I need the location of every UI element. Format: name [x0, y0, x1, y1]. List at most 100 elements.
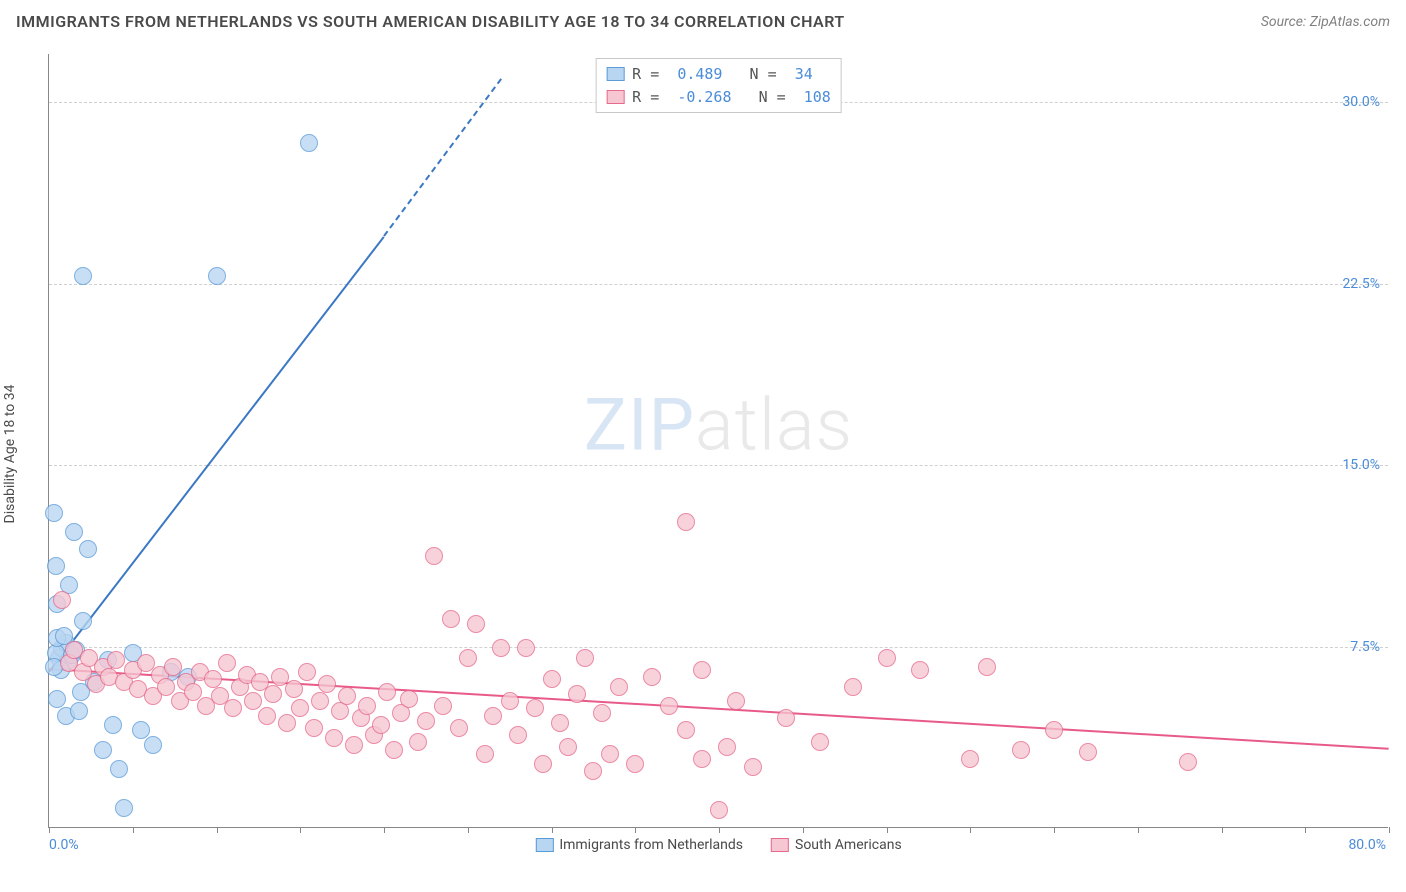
data-point: [844, 678, 862, 696]
trend-line: [48, 236, 385, 673]
data-point: [218, 654, 236, 672]
legend-item: Immigrants from Netherlands: [535, 837, 743, 853]
data-point: [568, 685, 586, 703]
data-point: [693, 661, 711, 679]
data-point: [48, 690, 66, 708]
data-point: [378, 683, 396, 701]
x-tick-mark: [384, 827, 385, 833]
y-tick-label: 15.0%: [1342, 457, 1380, 473]
data-point: [811, 733, 829, 751]
data-point: [551, 714, 569, 732]
data-point: [744, 758, 762, 776]
x-tick-mark: [300, 827, 301, 833]
data-point: [345, 736, 363, 754]
data-point: [1012, 741, 1030, 759]
data-point: [517, 639, 535, 657]
data-point: [204, 670, 222, 688]
grid-line: [49, 465, 1388, 466]
data-point: [325, 729, 343, 747]
legend-swatch: [535, 838, 553, 852]
data-point: [1045, 721, 1063, 739]
watermark: ZIPatlas: [584, 383, 853, 468]
data-point: [409, 733, 427, 751]
y-axis-label: Disability Age 18 to 34: [2, 385, 18, 524]
x-tick-mark: [552, 827, 553, 833]
legend-swatch: [771, 838, 789, 852]
x-tick-mark: [1054, 827, 1055, 833]
x-tick-mark: [635, 827, 636, 833]
data-point: [501, 692, 519, 710]
data-point: [576, 649, 594, 667]
data-point: [258, 707, 276, 725]
data-point: [626, 755, 644, 773]
correlation-stats-box: R = 0.489 N = 34R = -0.268 N = 108: [595, 58, 842, 113]
data-point: [610, 678, 628, 696]
data-point: [693, 750, 711, 768]
data-point: [79, 540, 97, 558]
data-point: [244, 692, 262, 710]
grid-line: [49, 647, 1388, 648]
data-point: [492, 639, 510, 657]
data-point: [467, 615, 485, 633]
data-point: [643, 668, 661, 686]
data-point: [74, 267, 92, 285]
data-point: [74, 612, 92, 630]
data-point: [660, 697, 678, 715]
data-point: [144, 736, 162, 754]
x-axis-start-label: 0.0%: [49, 837, 79, 853]
data-point: [291, 699, 309, 717]
data-point: [94, 741, 112, 759]
data-point: [978, 658, 996, 676]
data-point: [476, 745, 494, 763]
data-point: [450, 719, 468, 737]
data-point: [584, 762, 602, 780]
data-point: [509, 726, 527, 744]
data-point: [484, 707, 502, 725]
y-tick-label: 30.0%: [1342, 94, 1380, 110]
data-point: [358, 697, 376, 715]
source-attribution: Source: ZipAtlas.com: [1261, 14, 1390, 30]
y-tick-label: 22.5%: [1342, 276, 1380, 292]
stats-row: R = 0.489 N = 34: [606, 63, 831, 86]
data-point: [425, 547, 443, 565]
x-tick-mark: [970, 827, 971, 833]
data-point: [224, 699, 242, 717]
x-tick-mark: [887, 827, 888, 833]
y-tick-label: 7.5%: [1350, 639, 1380, 655]
data-point: [385, 741, 403, 759]
data-point: [878, 649, 896, 667]
data-point: [107, 651, 125, 669]
data-point: [285, 680, 303, 698]
legend-label: South Americans: [795, 837, 902, 853]
legend-item: South Americans: [771, 837, 902, 853]
data-point: [1079, 743, 1097, 761]
data-point: [157, 678, 175, 696]
scatter-chart: ZIPatlas R = 0.489 N = 34R = -0.268 N = …: [48, 54, 1388, 828]
data-point: [104, 716, 122, 734]
x-tick-mark: [719, 827, 720, 833]
data-point: [338, 687, 356, 705]
data-point: [47, 557, 65, 575]
data-point: [278, 714, 296, 732]
stats-text: R = -0.268 N = 108: [632, 86, 831, 109]
data-point: [677, 721, 695, 739]
data-point: [961, 750, 979, 768]
data-point: [718, 738, 736, 756]
x-tick-mark: [217, 827, 218, 833]
data-point: [601, 745, 619, 763]
data-point: [911, 661, 929, 679]
data-point: [65, 523, 83, 541]
data-point: [45, 504, 63, 522]
data-point: [1179, 753, 1197, 771]
data-point: [442, 610, 460, 628]
chart-legend: Immigrants from Netherlands South America…: [535, 837, 901, 853]
data-point: [400, 690, 418, 708]
grid-line: [49, 284, 1388, 285]
stats-text: R = 0.489 N = 34: [632, 63, 813, 86]
data-point: [559, 738, 577, 756]
x-tick-mark: [468, 827, 469, 833]
data-point: [184, 683, 202, 701]
data-point: [417, 712, 435, 730]
data-point: [110, 760, 128, 778]
data-point: [208, 267, 226, 285]
